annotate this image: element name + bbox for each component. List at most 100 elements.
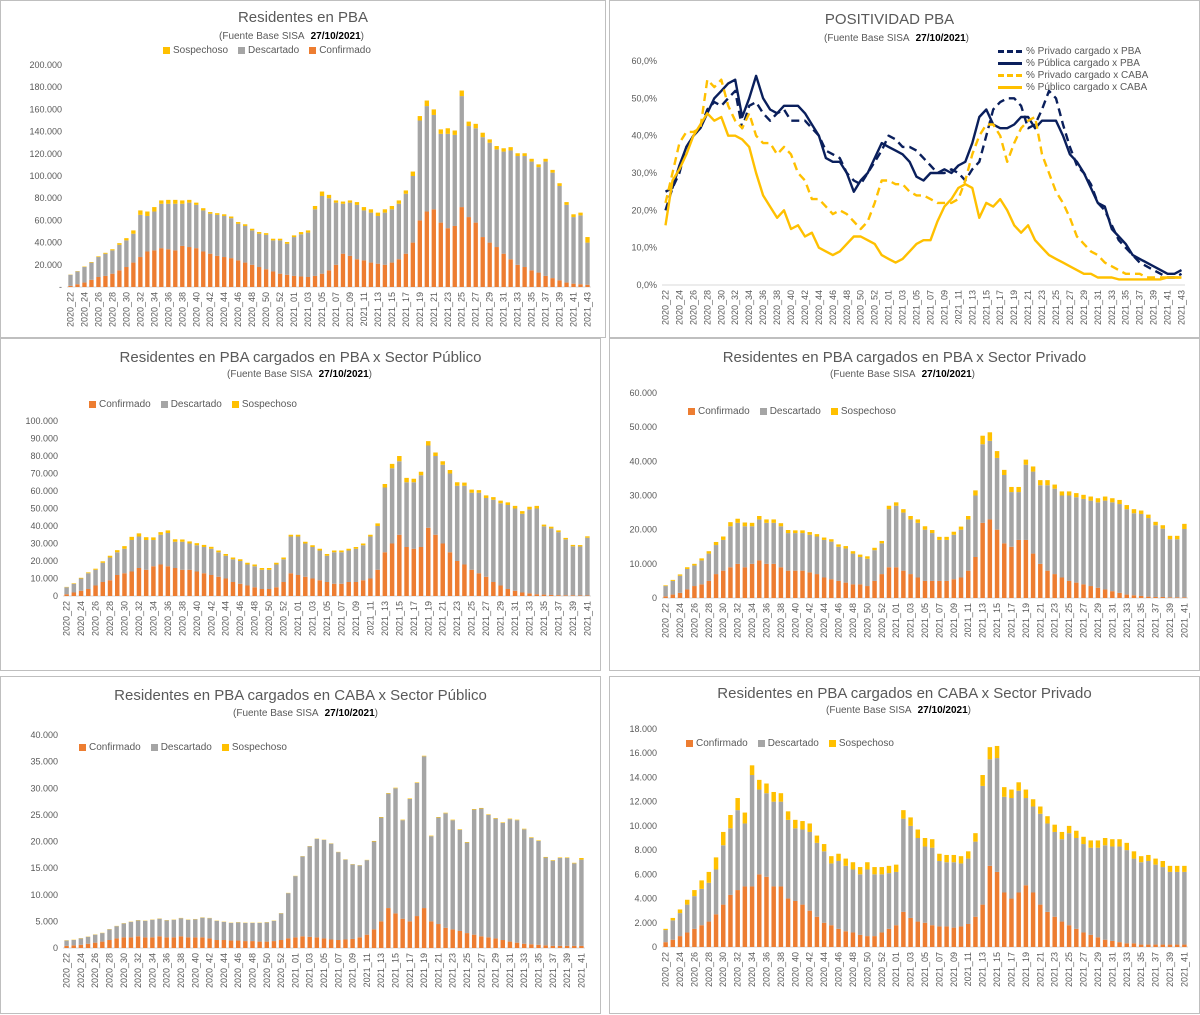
- series-line-3: [666, 80, 1182, 278]
- x-tick-label: 2020_38: [776, 603, 786, 638]
- bar-confirmado: [1139, 596, 1143, 598]
- bar-sospechoso: [865, 862, 869, 869]
- bar-confirmado: [236, 260, 240, 287]
- bar-confirmado: [129, 937, 133, 948]
- bar-confirmado: [1052, 917, 1056, 947]
- bar-descartado: [252, 566, 256, 587]
- bar-sospechoso: [1146, 515, 1150, 518]
- bar-descartado: [1139, 514, 1143, 596]
- bar-descartado: [64, 941, 68, 946]
- y-tick-label: 40.000: [30, 730, 58, 740]
- bar-confirmado: [1016, 540, 1020, 598]
- bar-sospechoso: [397, 456, 401, 461]
- bar-descartado: [536, 167, 540, 272]
- bar-confirmado: [793, 901, 797, 947]
- x-tick-label: 2021_15: [992, 603, 1002, 638]
- bar-confirmado: [844, 931, 848, 947]
- bar-sospechoso: [930, 839, 934, 847]
- x-tick-label: 2020_30: [119, 953, 129, 988]
- x-tick-label: 2020_46: [233, 292, 243, 327]
- bar-confirmado: [699, 584, 703, 598]
- bar-descartado: [707, 883, 711, 922]
- x-tick-label: 2020_46: [834, 952, 844, 987]
- bar-sospechoso: [692, 890, 696, 896]
- bar-sospechoso: [1060, 491, 1064, 495]
- x-tick-label: 2020_32: [135, 292, 145, 327]
- bar-sospechoso: [880, 541, 884, 543]
- bar-sospechoso: [243, 224, 247, 226]
- bar-sospechoso: [110, 249, 114, 250]
- bar-confirmado: [502, 254, 506, 287]
- bar-sospechoso: [419, 472, 423, 476]
- bar-confirmado: [757, 874, 761, 947]
- x-tick-label: 2021_39: [1165, 603, 1175, 638]
- bar-sospechoso: [1060, 832, 1064, 839]
- x-tick-label: 2020_34: [747, 952, 757, 987]
- x-tick-label: 2021_35: [1136, 952, 1146, 987]
- bar-confirmado: [880, 574, 884, 598]
- bar-descartado: [446, 134, 450, 228]
- bar-sospechoso: [757, 516, 761, 519]
- bar-confirmado: [467, 217, 471, 287]
- bar-sospechoso: [89, 262, 93, 263]
- bar-descartado: [728, 526, 732, 567]
- bar-descartado: [332, 552, 336, 584]
- y-tick-label: 50.000: [30, 504, 58, 514]
- bar-sospechoso: [339, 551, 343, 553]
- bar-confirmado: [486, 937, 490, 948]
- bar-descartado: [1153, 525, 1157, 597]
- bar-sospechoso: [166, 530, 170, 533]
- bar-confirmado: [536, 945, 540, 948]
- x-tick-label: 2020_52: [877, 952, 887, 987]
- bar-descartado: [474, 128, 478, 222]
- bar-descartado: [137, 537, 141, 569]
- bar-descartado: [72, 940, 76, 945]
- bar-descartado: [166, 204, 170, 250]
- x-tick-label: 2020_40: [790, 603, 800, 638]
- bar-confirmado: [201, 251, 205, 287]
- bar-descartado: [215, 215, 219, 256]
- bar-confirmado: [303, 577, 307, 596]
- bar-sospechoso: [815, 836, 819, 843]
- x-tick-label: 2020_22: [661, 952, 671, 987]
- x-tick-label: 2021_25: [457, 292, 467, 327]
- bar-confirmado: [144, 570, 148, 596]
- chart-plot: -20.00040.00060.00080.000100.000120.0001…: [1, 1, 607, 339]
- bar-sospechoso: [348, 200, 352, 202]
- chart-plot: 02.0004.0006.0008.00010.00012.00014.0001…: [610, 677, 1200, 1015]
- bar-sospechoso: [579, 858, 583, 860]
- bar-descartado: [923, 530, 927, 581]
- bar-sospechoso: [488, 139, 492, 142]
- bar-sospechoso: [257, 232, 261, 234]
- bar-sospechoso: [229, 217, 233, 219]
- bar-confirmado: [1024, 540, 1028, 598]
- bar-sospechoso: [448, 470, 452, 474]
- bar-descartado: [1009, 798, 1013, 899]
- bar-confirmado: [64, 946, 68, 948]
- x-tick-label: 2020_22: [660, 290, 670, 325]
- bar-sospechoso: [571, 545, 575, 546]
- x-tick-label: 2020_24: [674, 290, 684, 325]
- bar-confirmado: [339, 584, 343, 596]
- bar-sospechoso: [671, 918, 675, 920]
- bar-descartado: [678, 576, 682, 593]
- bar-descartado: [115, 552, 119, 575]
- bar-confirmado: [721, 571, 725, 598]
- bar-descartado: [229, 218, 233, 258]
- bar-descartado: [750, 526, 754, 564]
- x-tick-label: 2021_13: [967, 290, 977, 325]
- bar-confirmado: [1168, 945, 1172, 947]
- x-tick-label: 2020_42: [205, 292, 215, 327]
- x-tick-label: 2021_41: [1163, 290, 1173, 325]
- bar-descartado: [564, 205, 568, 283]
- y-tick-label: 15.000: [30, 863, 58, 873]
- bar-sospechoso: [173, 539, 177, 541]
- bar-descartado: [180, 542, 184, 570]
- y-tick-label: 6.000: [634, 869, 657, 879]
- bar-confirmado: [267, 589, 271, 596]
- x-tick-label: 2021_13: [978, 952, 988, 987]
- bar-descartado: [1139, 862, 1143, 944]
- y-tick-label: 5.000: [35, 916, 58, 926]
- bar-sospechoso: [764, 784, 768, 794]
- bar-sospechoso: [894, 502, 898, 505]
